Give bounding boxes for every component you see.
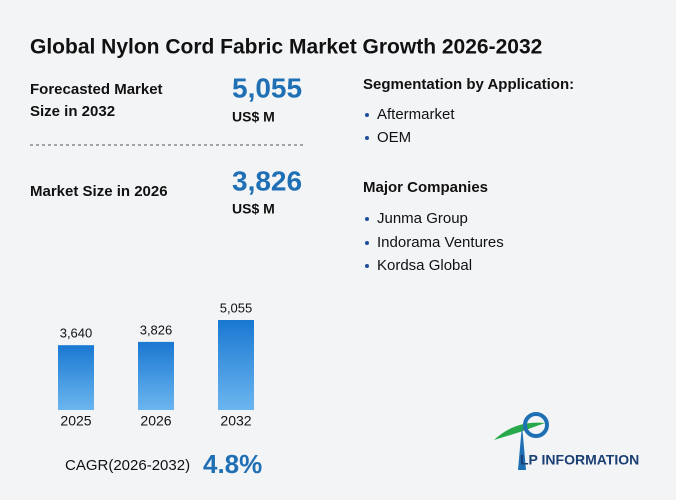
bullet: [365, 264, 369, 268]
data-label: 5,055: [220, 300, 253, 315]
logo-text: LP INFORMATION: [520, 452, 639, 468]
list-item: Junma Group: [377, 210, 468, 227]
stat-value: 5,055: [232, 72, 302, 103]
list-item: Indorama Ventures: [377, 234, 504, 251]
stat-unit: US$ M: [232, 109, 275, 125]
bullet: [365, 113, 369, 117]
x-tick-label: 2025: [60, 413, 91, 429]
cagr-value: 4.8%: [203, 449, 262, 479]
bar: [218, 320, 254, 410]
data-label: 3,826: [140, 322, 173, 337]
stat-label: Market Size in 2026: [30, 183, 168, 200]
bullet: [365, 241, 369, 245]
stat-label: Size in 2032: [30, 103, 115, 120]
logo-icon: [494, 412, 549, 470]
bar: [138, 341, 174, 410]
stat-value: 3,826: [232, 165, 302, 196]
list-item: OEM: [377, 129, 411, 146]
bullet: [365, 136, 369, 140]
list-item: Aftermarket: [377, 106, 455, 123]
bar: [58, 345, 94, 410]
companies-title: Major Companies: [363, 179, 488, 196]
bullet: [365, 217, 369, 221]
x-tick-label: 2026: [140, 413, 171, 429]
data-label: 3,640: [60, 326, 93, 341]
list-item: Kordsa Global: [377, 257, 472, 274]
x-tick-label: 2032: [220, 413, 251, 429]
stat-label: Forecasted Market: [30, 81, 163, 98]
cagr-label: CAGR(2026-2032): [65, 457, 190, 474]
segments-title: Segmentation by Application:: [363, 76, 574, 93]
title: Global Nylon Cord Fabric Market Growth 2…: [30, 36, 542, 59]
stat-unit: US$ M: [232, 201, 275, 217]
